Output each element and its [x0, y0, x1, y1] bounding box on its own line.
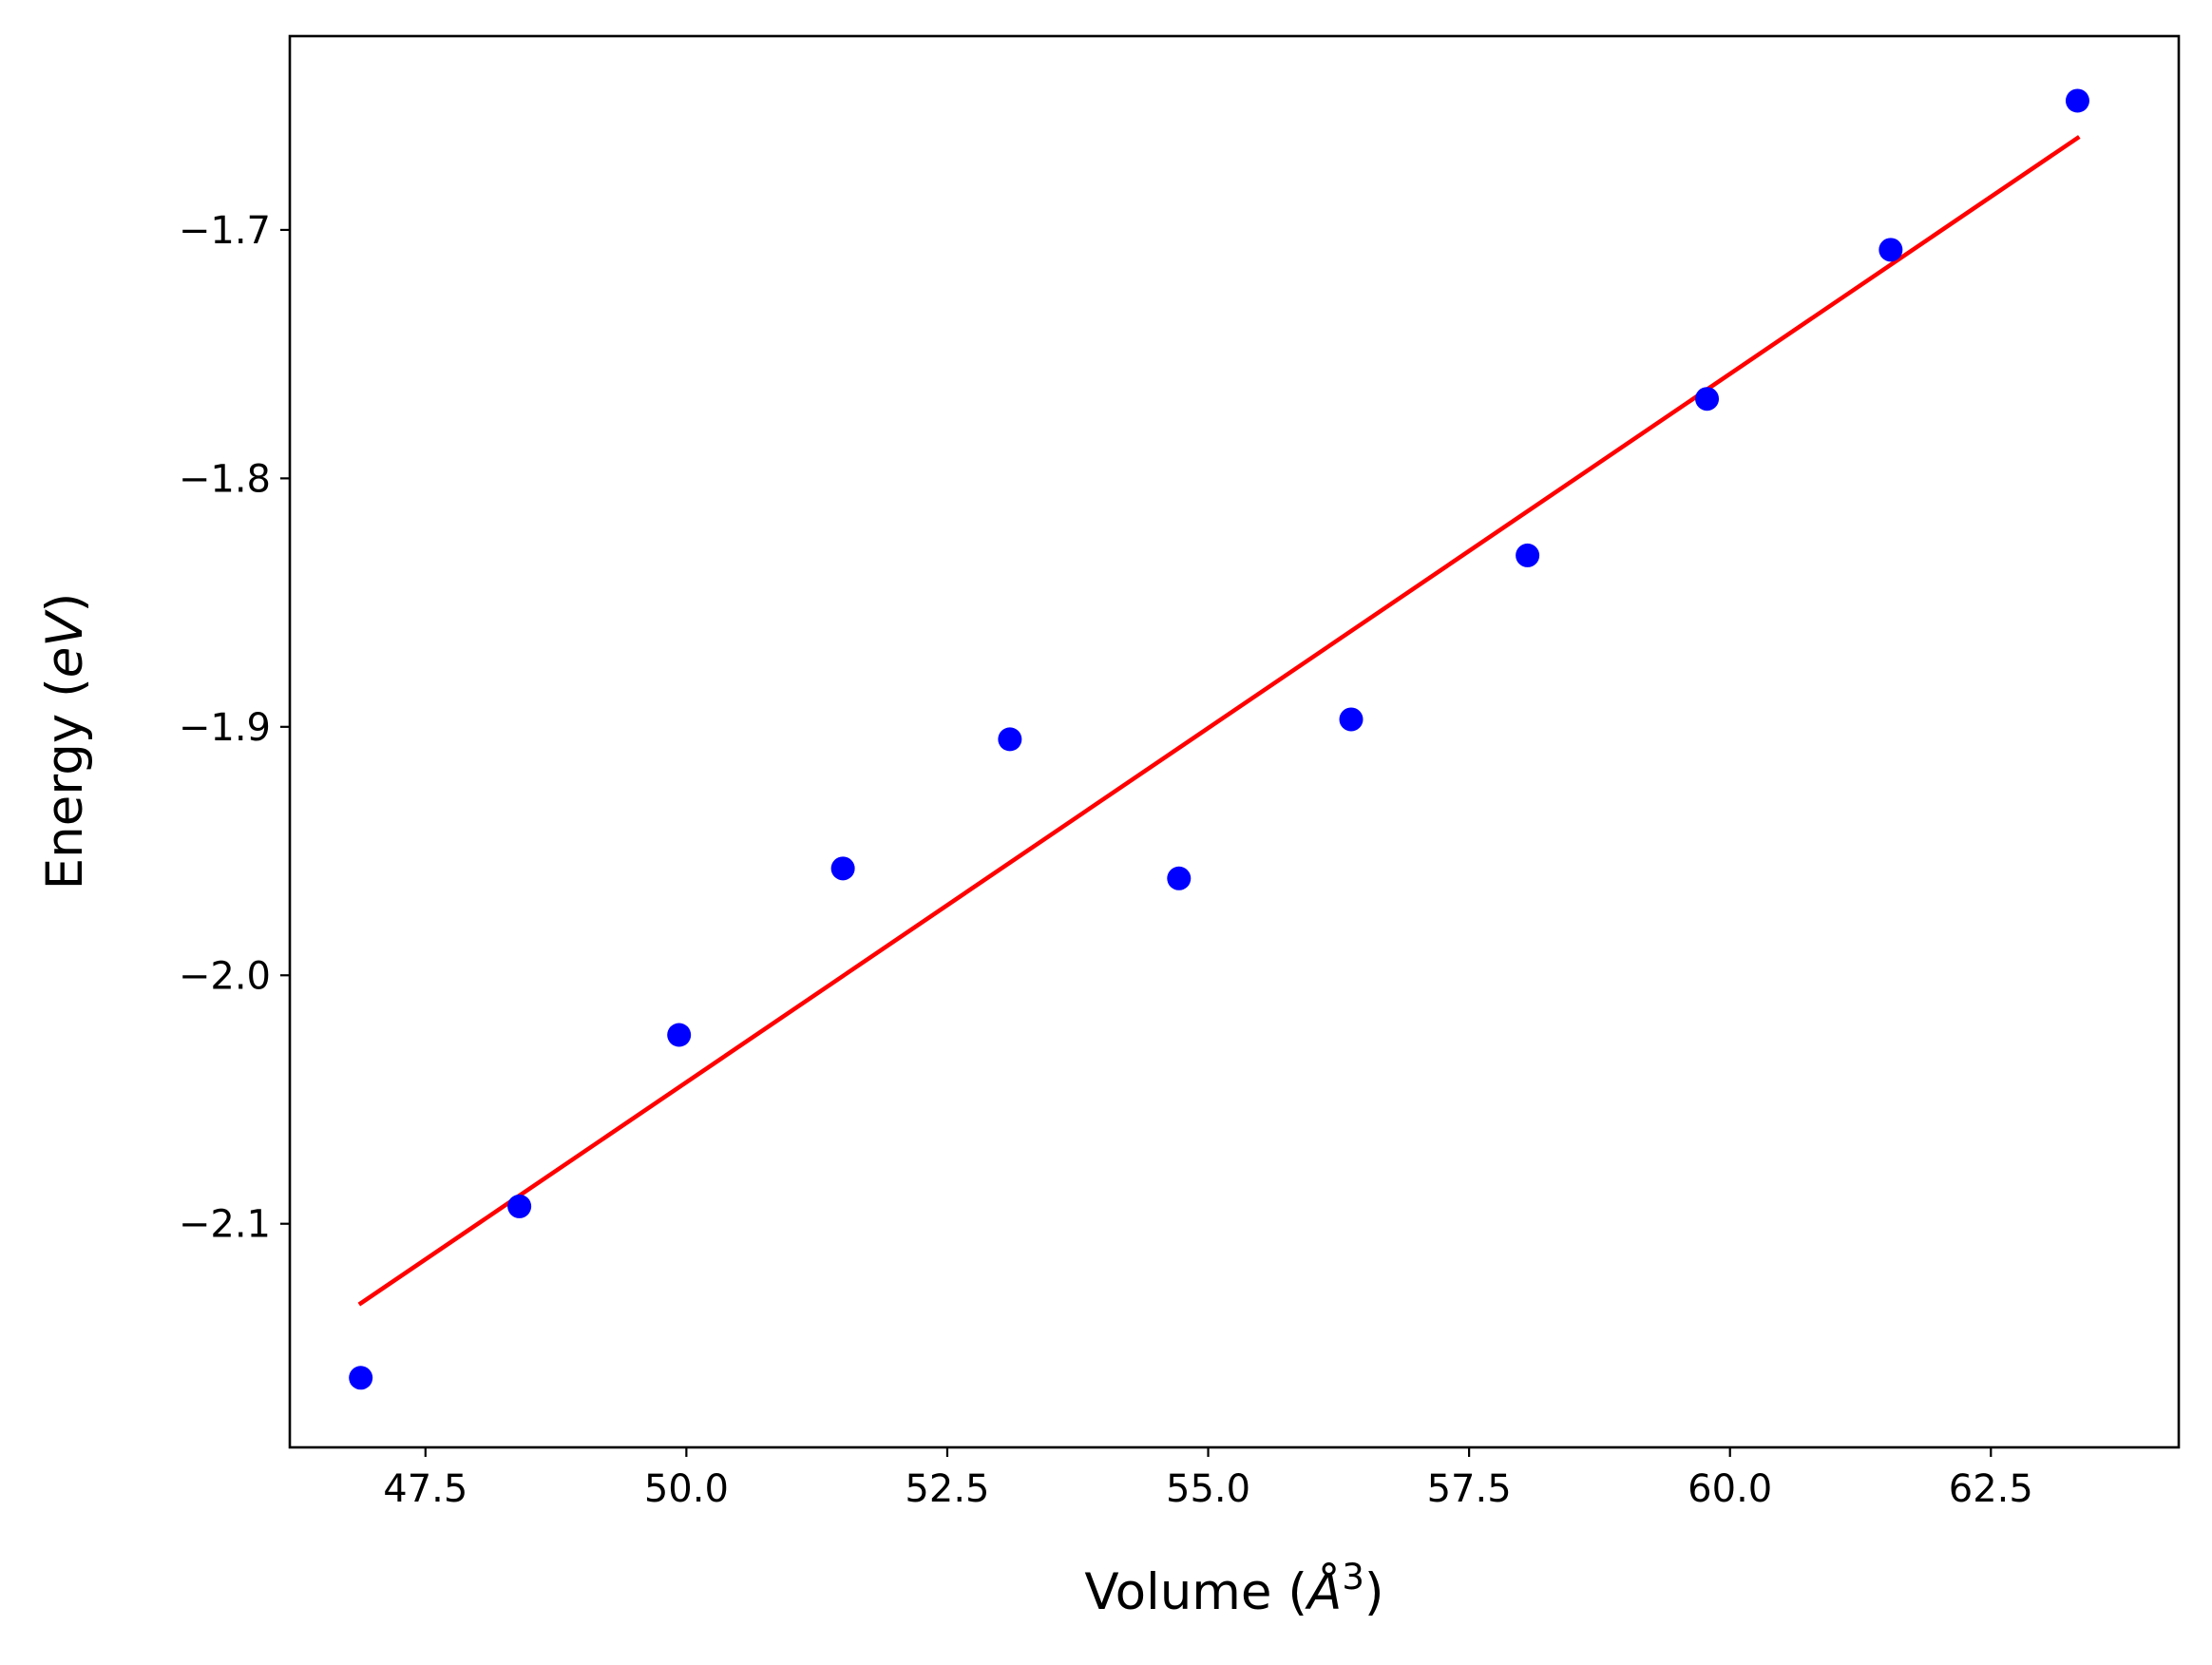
x-tick-label: 47.5 — [383, 1467, 467, 1511]
x-tick-label: 52.5 — [905, 1467, 989, 1511]
data-point — [998, 727, 1022, 752]
x-axis-title-superscript: 3 — [1342, 1557, 1364, 1598]
ticks-layer: 47.5 50.0 52.5 55.0 57.5 60.0 62.5 −2.1 −2.0 −1.9… — [179, 209, 2033, 1511]
y-tick-label: −1.9 — [179, 706, 271, 750]
x-axis-title-suffix: ) — [1364, 1563, 1384, 1621]
y-axis-title-prefix: Energy ( — [36, 678, 94, 890]
y-tick-label: −1.7 — [179, 209, 271, 253]
x-tick-label: 55.0 — [1166, 1467, 1250, 1511]
data-point — [349, 1366, 373, 1390]
y-axis-title-suffix: ) — [36, 593, 94, 613]
x-axis-title-prefix: Volume ( — [1084, 1563, 1307, 1621]
data-point — [507, 1194, 532, 1218]
y-tick-label: −2.0 — [179, 954, 271, 998]
x-tick-label: 62.5 — [1949, 1467, 2033, 1511]
y-axis-title: Energy (eV) — [36, 593, 94, 890]
data-point — [1878, 238, 1903, 262]
data-point — [1516, 543, 1540, 567]
y-axis-title-unit: eV — [36, 609, 94, 679]
data-point — [1339, 707, 1363, 732]
data-point — [1695, 387, 1720, 411]
y-tick-label: −1.8 — [179, 457, 271, 501]
x-tick-label: 50.0 — [644, 1467, 729, 1511]
x-axis-title-symbol: Å — [1305, 1560, 1342, 1621]
y-tick-label: −2.1 — [179, 1203, 271, 1247]
data-point — [667, 1023, 692, 1047]
data-point — [830, 856, 855, 881]
fit-line — [357, 135, 2081, 1307]
data-point — [1167, 866, 1192, 890]
x-tick-label: 60.0 — [1688, 1467, 1772, 1511]
plot-frame — [288, 34, 2181, 1449]
plot-layer — [349, 88, 2089, 1390]
data-point — [2065, 88, 2089, 113]
x-tick-label: 57.5 — [1427, 1467, 1512, 1511]
x-axis-title: Volume (Å3) — [1084, 1557, 1383, 1621]
